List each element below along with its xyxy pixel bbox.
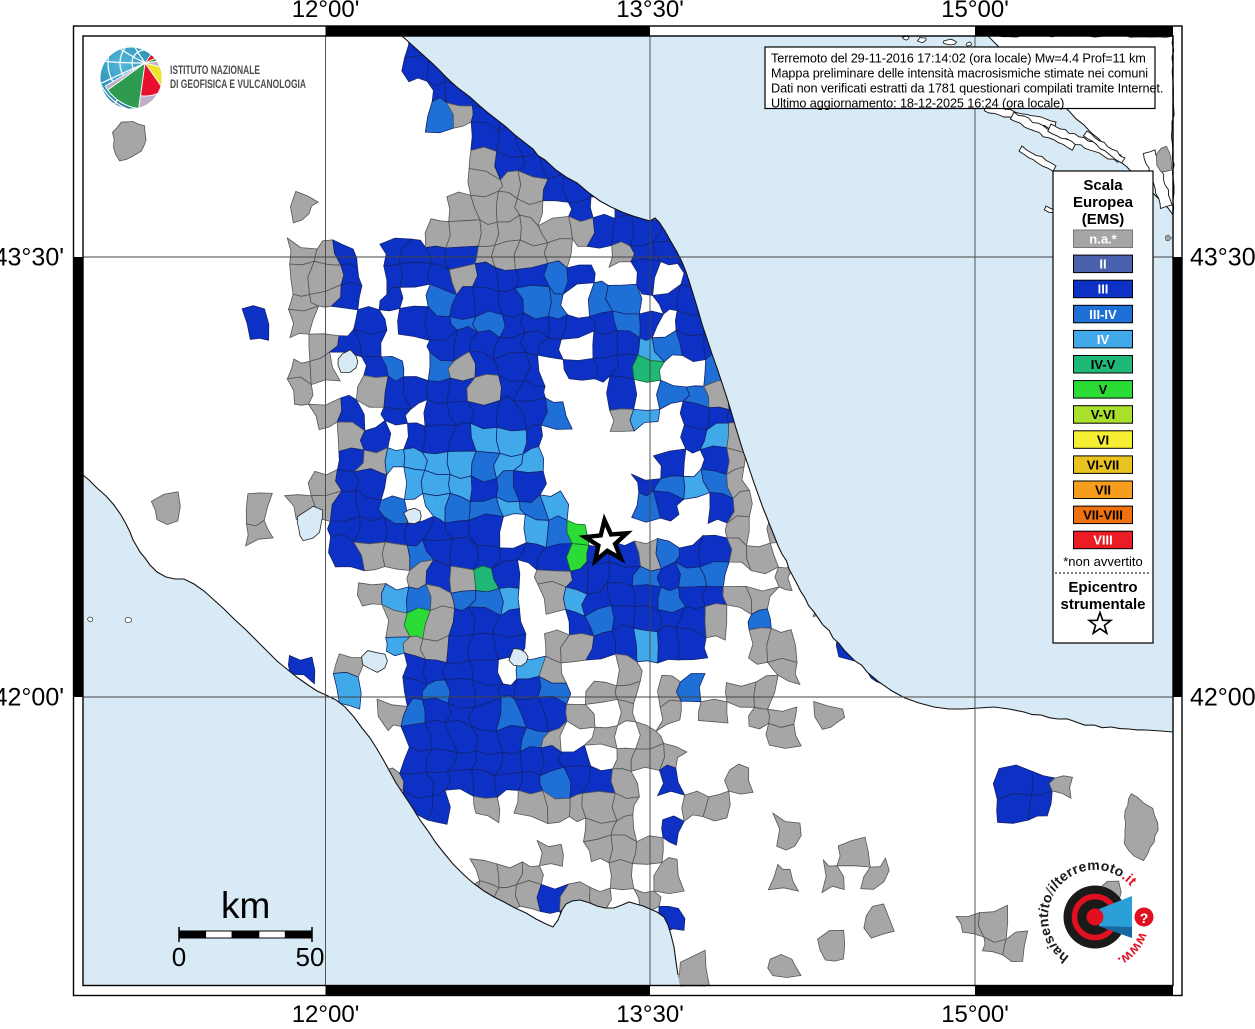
svg-text:Epicentro: Epicentro xyxy=(1068,579,1137,596)
svg-text:0: 0 xyxy=(172,942,186,972)
svg-text:VI: VI xyxy=(1097,432,1109,447)
svg-text:II: II xyxy=(1099,257,1106,272)
svg-text:V-VI: V-VI xyxy=(1091,407,1116,422)
svg-text:Ultimo aggiornamento: 18-12-20: Ultimo aggiornamento: 18-12-2025 16:24 (… xyxy=(771,97,1064,111)
svg-text:Europea: Europea xyxy=(1073,194,1134,211)
svg-text:Terremoto del 29-11-2016 17:14: Terremoto del 29-11-2016 17:14:02 (ora l… xyxy=(771,51,1146,65)
svg-text:V: V xyxy=(1099,382,1108,397)
svg-text:15°00': 15°00' xyxy=(941,1001,1009,1024)
svg-text:ISTITUTO NAZIONALE: ISTITUTO NAZIONALE xyxy=(170,63,260,77)
svg-text:IV-V: IV-V xyxy=(1091,357,1116,372)
svg-text:VIII: VIII xyxy=(1093,533,1113,548)
svg-text:Scala: Scala xyxy=(1083,177,1123,194)
svg-text:VII: VII xyxy=(1095,483,1111,498)
svg-text:III-IV: III-IV xyxy=(1089,307,1117,322)
svg-text:strumentale: strumentale xyxy=(1060,596,1145,613)
svg-text:(EMS): (EMS) xyxy=(1082,211,1125,228)
svg-text:43°30': 43°30' xyxy=(0,244,64,272)
svg-text:Mappa preliminare delle intens: Mappa preliminare delle intensità macros… xyxy=(771,66,1148,80)
svg-text:50: 50 xyxy=(296,942,325,972)
svg-text:42°00': 42°00' xyxy=(0,684,64,712)
svg-text:VI-VII: VI-VII xyxy=(1087,457,1120,472)
svg-text:km: km xyxy=(221,885,270,926)
svg-text:12°00': 12°00' xyxy=(292,0,360,23)
svg-text:?: ? xyxy=(1140,910,1149,926)
svg-text:Dati non verificati estratti d: Dati non verificati estratti da 1781 que… xyxy=(771,82,1163,96)
svg-text:43°30': 43°30' xyxy=(1190,244,1255,272)
svg-text:13°30': 13°30' xyxy=(616,0,684,23)
svg-text:*non avvertito: *non avvertito xyxy=(1063,554,1143,569)
svg-text:12°00': 12°00' xyxy=(292,1001,360,1024)
svg-text:42°00': 42°00' xyxy=(1190,684,1255,712)
svg-text:13°30': 13°30' xyxy=(616,1001,684,1024)
svg-text:III: III xyxy=(1098,282,1109,297)
svg-text:15°00': 15°00' xyxy=(941,0,1009,23)
svg-text:DI GEOFISICA E VULCANOLOGIA: DI GEOFISICA E VULCANOLOGIA xyxy=(170,77,306,91)
svg-text:n.a.*: n.a.* xyxy=(1089,232,1117,247)
svg-text:IV: IV xyxy=(1097,332,1110,347)
svg-text:VII-VIII: VII-VIII xyxy=(1083,508,1123,523)
